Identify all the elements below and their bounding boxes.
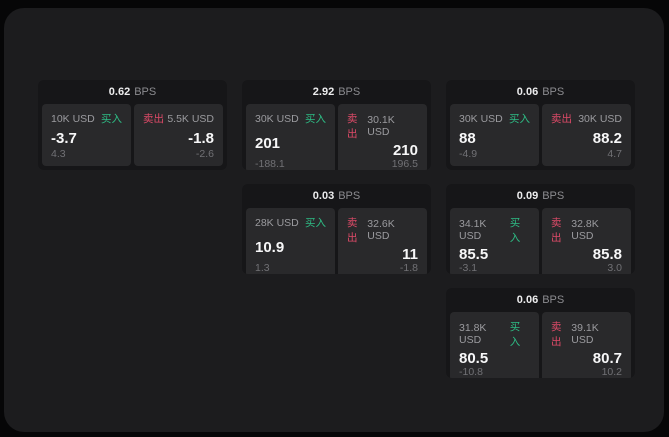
sell-cell[interactable]: 卖出 5.5K USD -1.8 -2.6 xyxy=(134,104,223,166)
bps-unit-label: BPS xyxy=(338,86,361,98)
sell-amount: 30K USD xyxy=(578,112,622,125)
bps-unit-label: BPS xyxy=(134,86,157,98)
sell-price: -1.8 xyxy=(188,129,214,147)
buy-price: 10.9 xyxy=(255,238,285,256)
sell-sub-value: 10.2 xyxy=(601,366,622,378)
bps-unit-label: BPS xyxy=(338,190,361,202)
buy-price: 85.5 xyxy=(459,246,489,263)
sell-amount: 32.6K USD xyxy=(367,218,395,242)
quote-card: 0.62 BPS 10K USD 买入 -3.7 4.3 卖出 5.5K USD xyxy=(38,80,227,170)
bps-unit-label: BPS xyxy=(542,86,565,98)
buy-label: 买入 xyxy=(305,113,326,125)
sell-price: 88.2 xyxy=(592,129,622,147)
card-body: 28K USD 买入 10.9 1.3 卖出 32.6K USD 11 -1.8 xyxy=(242,208,431,274)
buy-amount: 28K USD xyxy=(255,216,299,229)
card-header: 0.09 BPS xyxy=(446,184,635,208)
card-header: 0.06 BPS xyxy=(446,288,635,312)
sell-sub-value: 196.5 xyxy=(391,158,418,170)
sell-price: 11 xyxy=(402,246,418,263)
sell-sub-value: 4.7 xyxy=(607,148,622,160)
card-body: 30K USD 买入 201 -188.1 卖出 30.1K USD 210 1… xyxy=(242,104,431,170)
buy-cell[interactable]: 28K USD 买入 10.9 1.3 xyxy=(246,208,335,274)
buy-label: 买入 xyxy=(509,321,521,348)
buy-sub-value: 4.3 xyxy=(51,148,66,160)
sell-label: 卖出 xyxy=(551,113,572,125)
buy-label: 买入 xyxy=(305,217,326,229)
quote-card: 0.09 BPS 34.1K USD 买入 85.5 -3.1 卖出 32.8K… xyxy=(446,184,635,274)
buy-cell[interactable]: 30K USD 买入 201 -188.1 xyxy=(246,104,335,170)
widget-panel: 0.62 BPS 10K USD 买入 -3.7 4.3 卖出 5.5K USD xyxy=(4,8,664,432)
buy-price: 88 xyxy=(459,129,476,147)
quote-card: 0.03 BPS 28K USD 买入 10.9 1.3 卖出 32.6K US… xyxy=(242,184,431,274)
sell-label: 卖出 xyxy=(143,113,164,125)
card-body: 31.8K USD 买入 80.5 -10.8 卖出 39.1K USD 80.… xyxy=(446,312,635,378)
sell-label: 卖出 xyxy=(551,321,562,348)
quote-card: 0.06 BPS 31.8K USD 买入 80.5 -10.8 卖出 39.1… xyxy=(446,288,635,378)
buy-cell[interactable]: 10K USD 买入 -3.7 4.3 xyxy=(42,104,131,166)
sell-cell[interactable]: 卖出 30K USD 88.2 4.7 xyxy=(542,104,631,166)
card-header: 2.92 BPS xyxy=(242,80,431,104)
buy-price: 201 xyxy=(255,134,281,152)
sell-price: 85.8 xyxy=(592,246,622,263)
buy-amount: 31.8K USD xyxy=(459,322,487,346)
sell-sub-value: 3.0 xyxy=(607,262,622,274)
buy-amount: 10K USD xyxy=(51,112,95,125)
buy-amount: 30K USD xyxy=(255,112,299,125)
quote-card: 0.06 BPS 30K USD 买入 88 -4.9 卖出 30K USD xyxy=(446,80,635,170)
buy-amount: 34.1K USD xyxy=(459,218,487,242)
buy-label: 买入 xyxy=(509,217,521,244)
buy-amount: 30K USD xyxy=(459,112,503,125)
bps-value: 0.09 xyxy=(516,190,539,202)
card-header: 0.06 BPS xyxy=(446,80,635,104)
quote-cards-grid: 0.62 BPS 10K USD 买入 -3.7 4.3 卖出 5.5K USD xyxy=(38,80,635,378)
bps-value: 0.62 xyxy=(108,86,131,98)
bps-unit-label: BPS xyxy=(542,190,565,202)
card-body: 34.1K USD 买入 85.5 -3.1 卖出 32.8K USD 85.8… xyxy=(446,208,635,274)
bps-value: 2.92 xyxy=(312,86,335,98)
buy-cell[interactable]: 31.8K USD 买入 80.5 -10.8 xyxy=(450,312,539,378)
buy-cell[interactable]: 34.1K USD 买入 85.5 -3.1 xyxy=(450,208,539,274)
buy-sub-value: -10.8 xyxy=(459,366,483,378)
card-header: 0.62 BPS xyxy=(38,80,227,104)
buy-sub-value: -188.1 xyxy=(255,158,285,170)
sell-sub-value: -2.6 xyxy=(195,148,214,160)
sell-amount: 5.5K USD xyxy=(167,112,214,125)
bps-unit-label: BPS xyxy=(542,294,565,306)
card-body: 10K USD 买入 -3.7 4.3 卖出 5.5K USD -1.8 -2.… xyxy=(38,104,227,170)
sell-label: 卖出 xyxy=(551,217,562,244)
sell-cell[interactable]: 卖出 32.8K USD 85.8 3.0 xyxy=(542,208,631,274)
sell-price: 210 xyxy=(392,142,418,159)
buy-sub-value: -3.1 xyxy=(459,262,478,274)
buy-price: -3.7 xyxy=(51,129,77,147)
buy-cell[interactable]: 30K USD 买入 88 -4.9 xyxy=(450,104,539,166)
card-body: 30K USD 买入 88 -4.9 卖出 30K USD 88.2 4.7 xyxy=(446,104,635,170)
sell-cell[interactable]: 卖出 39.1K USD 80.7 10.2 xyxy=(542,312,631,378)
sell-price: 80.7 xyxy=(592,350,622,367)
quote-card: 2.92 BPS 30K USD 买入 201 -188.1 卖出 30.1K … xyxy=(242,80,431,170)
buy-sub-value: -4.9 xyxy=(459,148,478,160)
card-header: 0.03 BPS xyxy=(242,184,431,208)
bps-value: 0.06 xyxy=(516,294,539,306)
buy-label: 买入 xyxy=(101,113,122,125)
sell-amount: 32.8K USD xyxy=(571,218,599,242)
buy-label: 买入 xyxy=(509,113,530,125)
sell-label: 卖出 xyxy=(347,113,358,140)
buy-price: 80.5 xyxy=(459,350,489,367)
sell-amount: 30.1K USD xyxy=(367,114,395,138)
sell-label: 卖出 xyxy=(347,217,358,244)
sell-cell[interactable]: 卖出 32.6K USD 11 -1.8 xyxy=(338,208,427,274)
sell-sub-value: -1.8 xyxy=(399,262,418,274)
sell-cell[interactable]: 卖出 30.1K USD 210 196.5 xyxy=(338,104,427,170)
bps-value: 0.06 xyxy=(516,86,539,98)
buy-sub-value: 1.3 xyxy=(255,262,270,274)
sell-amount: 39.1K USD xyxy=(571,322,599,346)
bps-value: 0.03 xyxy=(312,190,335,202)
